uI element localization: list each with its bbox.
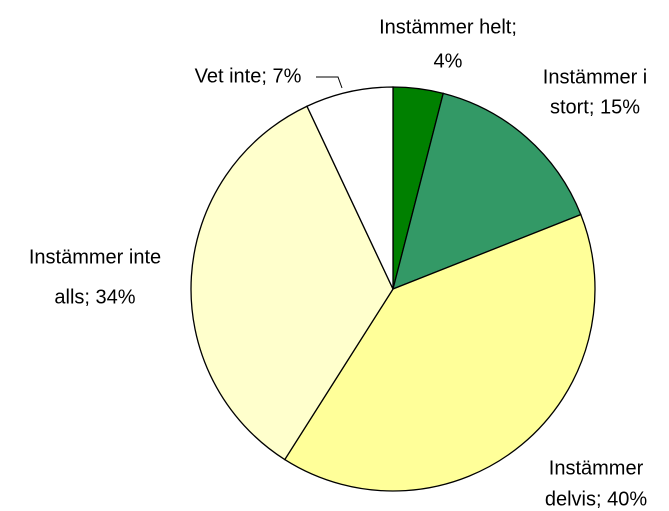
- slice-label: Instämmer i: [543, 66, 647, 88]
- slice-label: Instämmer inte: [29, 246, 161, 268]
- leader-line: [316, 76, 343, 89]
- pie-slice: [190, 105, 394, 461]
- slice-label: alls; 34%: [54, 286, 135, 308]
- pie-slice: [392, 92, 582, 291]
- slice-label: delvis; 40%: [545, 488, 647, 510]
- slice-label: stort; 15%: [550, 96, 640, 118]
- slice-label: Vet inte; 7%: [195, 65, 302, 87]
- slice-label: Instämmer: [549, 457, 644, 479]
- pie-slice: [283, 213, 596, 492]
- pie-slice: [306, 86, 394, 290]
- slice-label: 4%: [434, 50, 463, 72]
- slice-label: Instämmer helt;: [379, 16, 517, 38]
